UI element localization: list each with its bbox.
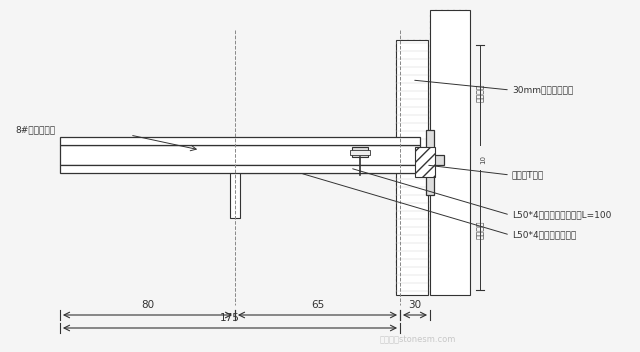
- Text: 微信号：stonesm.com: 微信号：stonesm.com: [380, 335, 456, 345]
- Text: 30mm厚花岗岩石材: 30mm厚花岗岩石材: [512, 86, 573, 94]
- Bar: [396, 40, 428, 295]
- Bar: [230, 138, 240, 218]
- Bar: [60, 145, 420, 165]
- Text: 10: 10: [480, 156, 486, 164]
- Bar: [230, 152, 430, 160]
- Bar: [350, 150, 370, 155]
- Text: 30: 30: [408, 300, 422, 310]
- Text: 不锈钢T挂件: 不锈钢T挂件: [512, 170, 544, 180]
- Bar: [430, 10, 470, 295]
- Bar: [60, 165, 420, 173]
- Text: L50*4热镀锌角钢转接件L=100: L50*4热镀锌角钢转接件L=100: [512, 210, 611, 220]
- Text: 十尺缝合: 十尺缝合: [476, 83, 484, 102]
- Bar: [415, 147, 435, 177]
- Text: 8#热镀锌槽钢: 8#热镀锌槽钢: [15, 126, 55, 134]
- Bar: [426, 130, 434, 195]
- Bar: [230, 163, 430, 173]
- Text: 175: 175: [220, 313, 240, 323]
- Text: 80: 80: [141, 300, 154, 310]
- Text: L50*4热镀锌角钢檩架: L50*4热镀锌角钢檩架: [512, 231, 576, 239]
- Text: 十尺缝合: 十尺缝合: [476, 221, 484, 239]
- Bar: [352, 147, 368, 157]
- Bar: [60, 137, 420, 145]
- Text: 65: 65: [311, 300, 324, 310]
- Bar: [416, 155, 444, 165]
